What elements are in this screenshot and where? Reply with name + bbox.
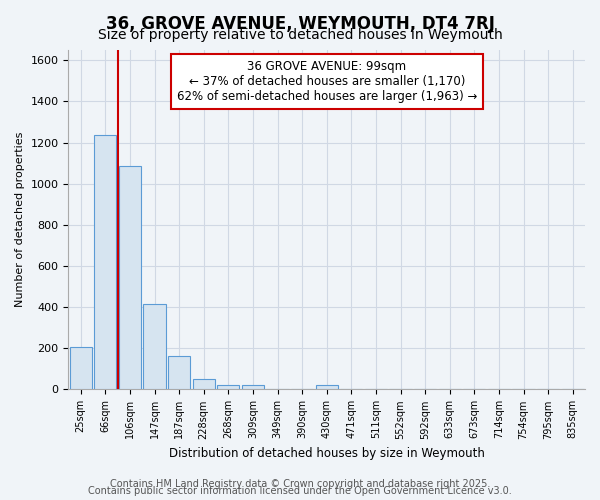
Bar xyxy=(168,356,190,390)
Bar xyxy=(316,386,338,390)
Text: Contains HM Land Registry data © Crown copyright and database right 2025.: Contains HM Land Registry data © Crown c… xyxy=(110,479,490,489)
Bar xyxy=(143,304,166,390)
X-axis label: Distribution of detached houses by size in Weymouth: Distribution of detached houses by size … xyxy=(169,447,485,460)
Bar xyxy=(70,348,92,390)
Bar xyxy=(217,386,239,390)
Bar xyxy=(94,136,116,390)
Bar xyxy=(119,166,141,390)
Text: Size of property relative to detached houses in Weymouth: Size of property relative to detached ho… xyxy=(98,28,502,42)
Y-axis label: Number of detached properties: Number of detached properties xyxy=(15,132,25,308)
Text: Contains public sector information licensed under the Open Government Licence v3: Contains public sector information licen… xyxy=(88,486,512,496)
Text: 36, GROVE AVENUE, WEYMOUTH, DT4 7RJ: 36, GROVE AVENUE, WEYMOUTH, DT4 7RJ xyxy=(106,15,494,33)
Bar xyxy=(193,379,215,390)
Text: 36 GROVE AVENUE: 99sqm
← 37% of detached houses are smaller (1,170)
62% of semi-: 36 GROVE AVENUE: 99sqm ← 37% of detached… xyxy=(176,60,477,103)
Bar xyxy=(242,386,264,390)
